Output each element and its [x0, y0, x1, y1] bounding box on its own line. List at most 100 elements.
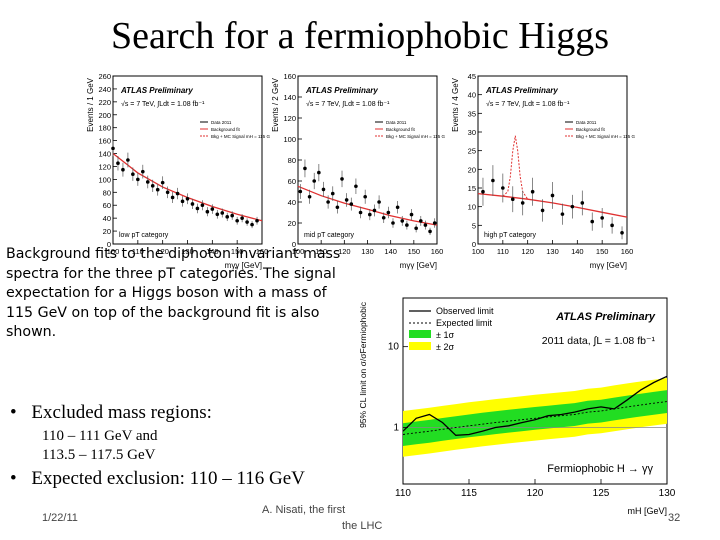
data-point [136, 177, 140, 182]
y-tick-label: 0 [292, 240, 296, 249]
energy-label: √s = 7 TeV, ∫Ldt = 1.08 fb⁻¹ [486, 100, 570, 108]
y-tick-label: 40 [103, 214, 111, 223]
data-point [344, 198, 349, 202]
data-point [530, 189, 535, 194]
y-tick-label: 220 [98, 98, 111, 107]
y-tick-label: 120 [283, 114, 296, 123]
data-point [620, 231, 624, 235]
y-tick-label: 20 [468, 165, 476, 174]
data-point [381, 215, 386, 220]
data-point [358, 210, 363, 215]
x-tick-label: 120 [527, 488, 544, 499]
data-point [414, 226, 418, 231]
y-tick-label: 240 [98, 85, 111, 94]
footer-date: 1/22/11 [42, 512, 78, 524]
data-point [510, 197, 515, 201]
data-point [372, 208, 377, 213]
data-point [340, 177, 344, 181]
data-point [386, 210, 391, 215]
data-point [307, 194, 312, 199]
data-point [354, 184, 358, 189]
data-point [330, 191, 335, 196]
y-tick-label: 160 [98, 137, 111, 146]
legend-entry: Data 2011 [386, 120, 407, 125]
data-point [190, 202, 195, 206]
x-tick-label: 150 [231, 247, 244, 256]
x-tick-label: 125 [593, 488, 610, 499]
x-tick-label: 120 [156, 247, 169, 256]
excluded-range-2: 113.5 – 117.5 GeV [42, 447, 156, 463]
high-pt-chart: 0 5 10 15 20 25 30 35 40 45 100 110 120 130 140 150 160 m… [451, 72, 635, 270]
y-tick-label: 260 [98, 72, 111, 81]
legend-entry: Data 2011 [576, 120, 597, 125]
x-tick-label: 150 [408, 247, 421, 256]
data-point [560, 212, 565, 216]
legend-entry: Background fit [576, 127, 606, 132]
y-axis-label: Events / 1 GeV [86, 77, 95, 131]
data-point [131, 172, 135, 177]
data-point [200, 203, 205, 208]
data-point [150, 184, 155, 188]
y-tick-label: 180 [98, 124, 111, 133]
x-tick-label: 120 [338, 247, 351, 256]
legend-swatch [409, 330, 431, 338]
data-point [580, 201, 585, 205]
data-point [195, 206, 200, 211]
data-point [180, 199, 185, 204]
data-point [250, 222, 254, 227]
y-tick-label: 60 [288, 177, 296, 186]
y-tick-label: 1 [393, 422, 399, 433]
legend-entry: Bkg + MC Signal mH = 115 GeV [576, 134, 635, 139]
data-point [540, 208, 545, 213]
data-point [368, 212, 372, 217]
bullet-dot: • [10, 468, 17, 489]
y-tick-label: 25 [468, 147, 476, 156]
plot-frame [297, 75, 438, 245]
y-tick-label: 40 [468, 91, 476, 100]
y-tick-label: 80 [103, 188, 111, 197]
y-tick-label: 30 [468, 128, 476, 137]
x-tick-label: 110 [497, 247, 509, 256]
data-point [432, 221, 437, 225]
channel-label: Fermiophobic H → γγ [547, 463, 653, 475]
legend-entry: Expected limit [436, 318, 493, 328]
low-pt-chart: 0 20 40 60 80 100 120 140 160 180 200 220 240 260 100 1… [86, 72, 270, 270]
y-tick-label: 100 [283, 135, 296, 144]
y-tick-label: 160 [283, 72, 296, 81]
x-tick-label: 160 [621, 247, 634, 256]
data-point [405, 223, 409, 227]
x-tick-label: 100 [472, 247, 485, 256]
limit-plot: 110 115 120 125 130 1 10 mH [GeV] 95% CL limit o… [355, 288, 675, 520]
data-point [230, 213, 234, 218]
legend-entry: Background fit [211, 127, 241, 132]
y-tick-label: 80 [288, 156, 296, 165]
y-tick-label: 0 [472, 240, 476, 249]
y-tick-label: 5 [472, 221, 476, 230]
data-point [126, 158, 130, 162]
data-point [501, 186, 505, 190]
bullet-excluded-text: Excluded mass regions: [31, 402, 212, 423]
x-tick-label: 140 [571, 247, 584, 256]
data-point [111, 146, 115, 151]
legend-entry: Data 2011 [211, 120, 232, 125]
data-point [141, 169, 145, 174]
x-tick-label: 110 [315, 247, 327, 256]
x-tick-label: 100 [292, 247, 305, 256]
data-point [610, 223, 614, 228]
page-title: Search for a fermiophobic Higgs [110, 15, 610, 57]
figure-caption: Background fits to the diphoton invarian… [6, 246, 341, 341]
y-tick-label: 10 [388, 342, 400, 353]
data-point [349, 202, 354, 206]
data-point [185, 196, 190, 201]
footer-page: 32 [668, 512, 681, 524]
x-tick-label: 140 [206, 247, 219, 256]
low-pt-plot: 0 20 40 60 80 100 120 140 160 180 200 220 240 260 100 1… [85, 68, 270, 273]
data-point [363, 194, 367, 199]
data-point [317, 170, 321, 175]
atlas-header: ATLAS Preliminary [120, 86, 193, 95]
y-tick-label: 140 [283, 93, 296, 102]
data-point [205, 209, 210, 214]
footer-author-1: A. Nisati, the first [262, 504, 346, 516]
y-tick-label: 20 [288, 219, 296, 228]
excluded-range-1: 110 – 111 GeV and [42, 428, 158, 444]
